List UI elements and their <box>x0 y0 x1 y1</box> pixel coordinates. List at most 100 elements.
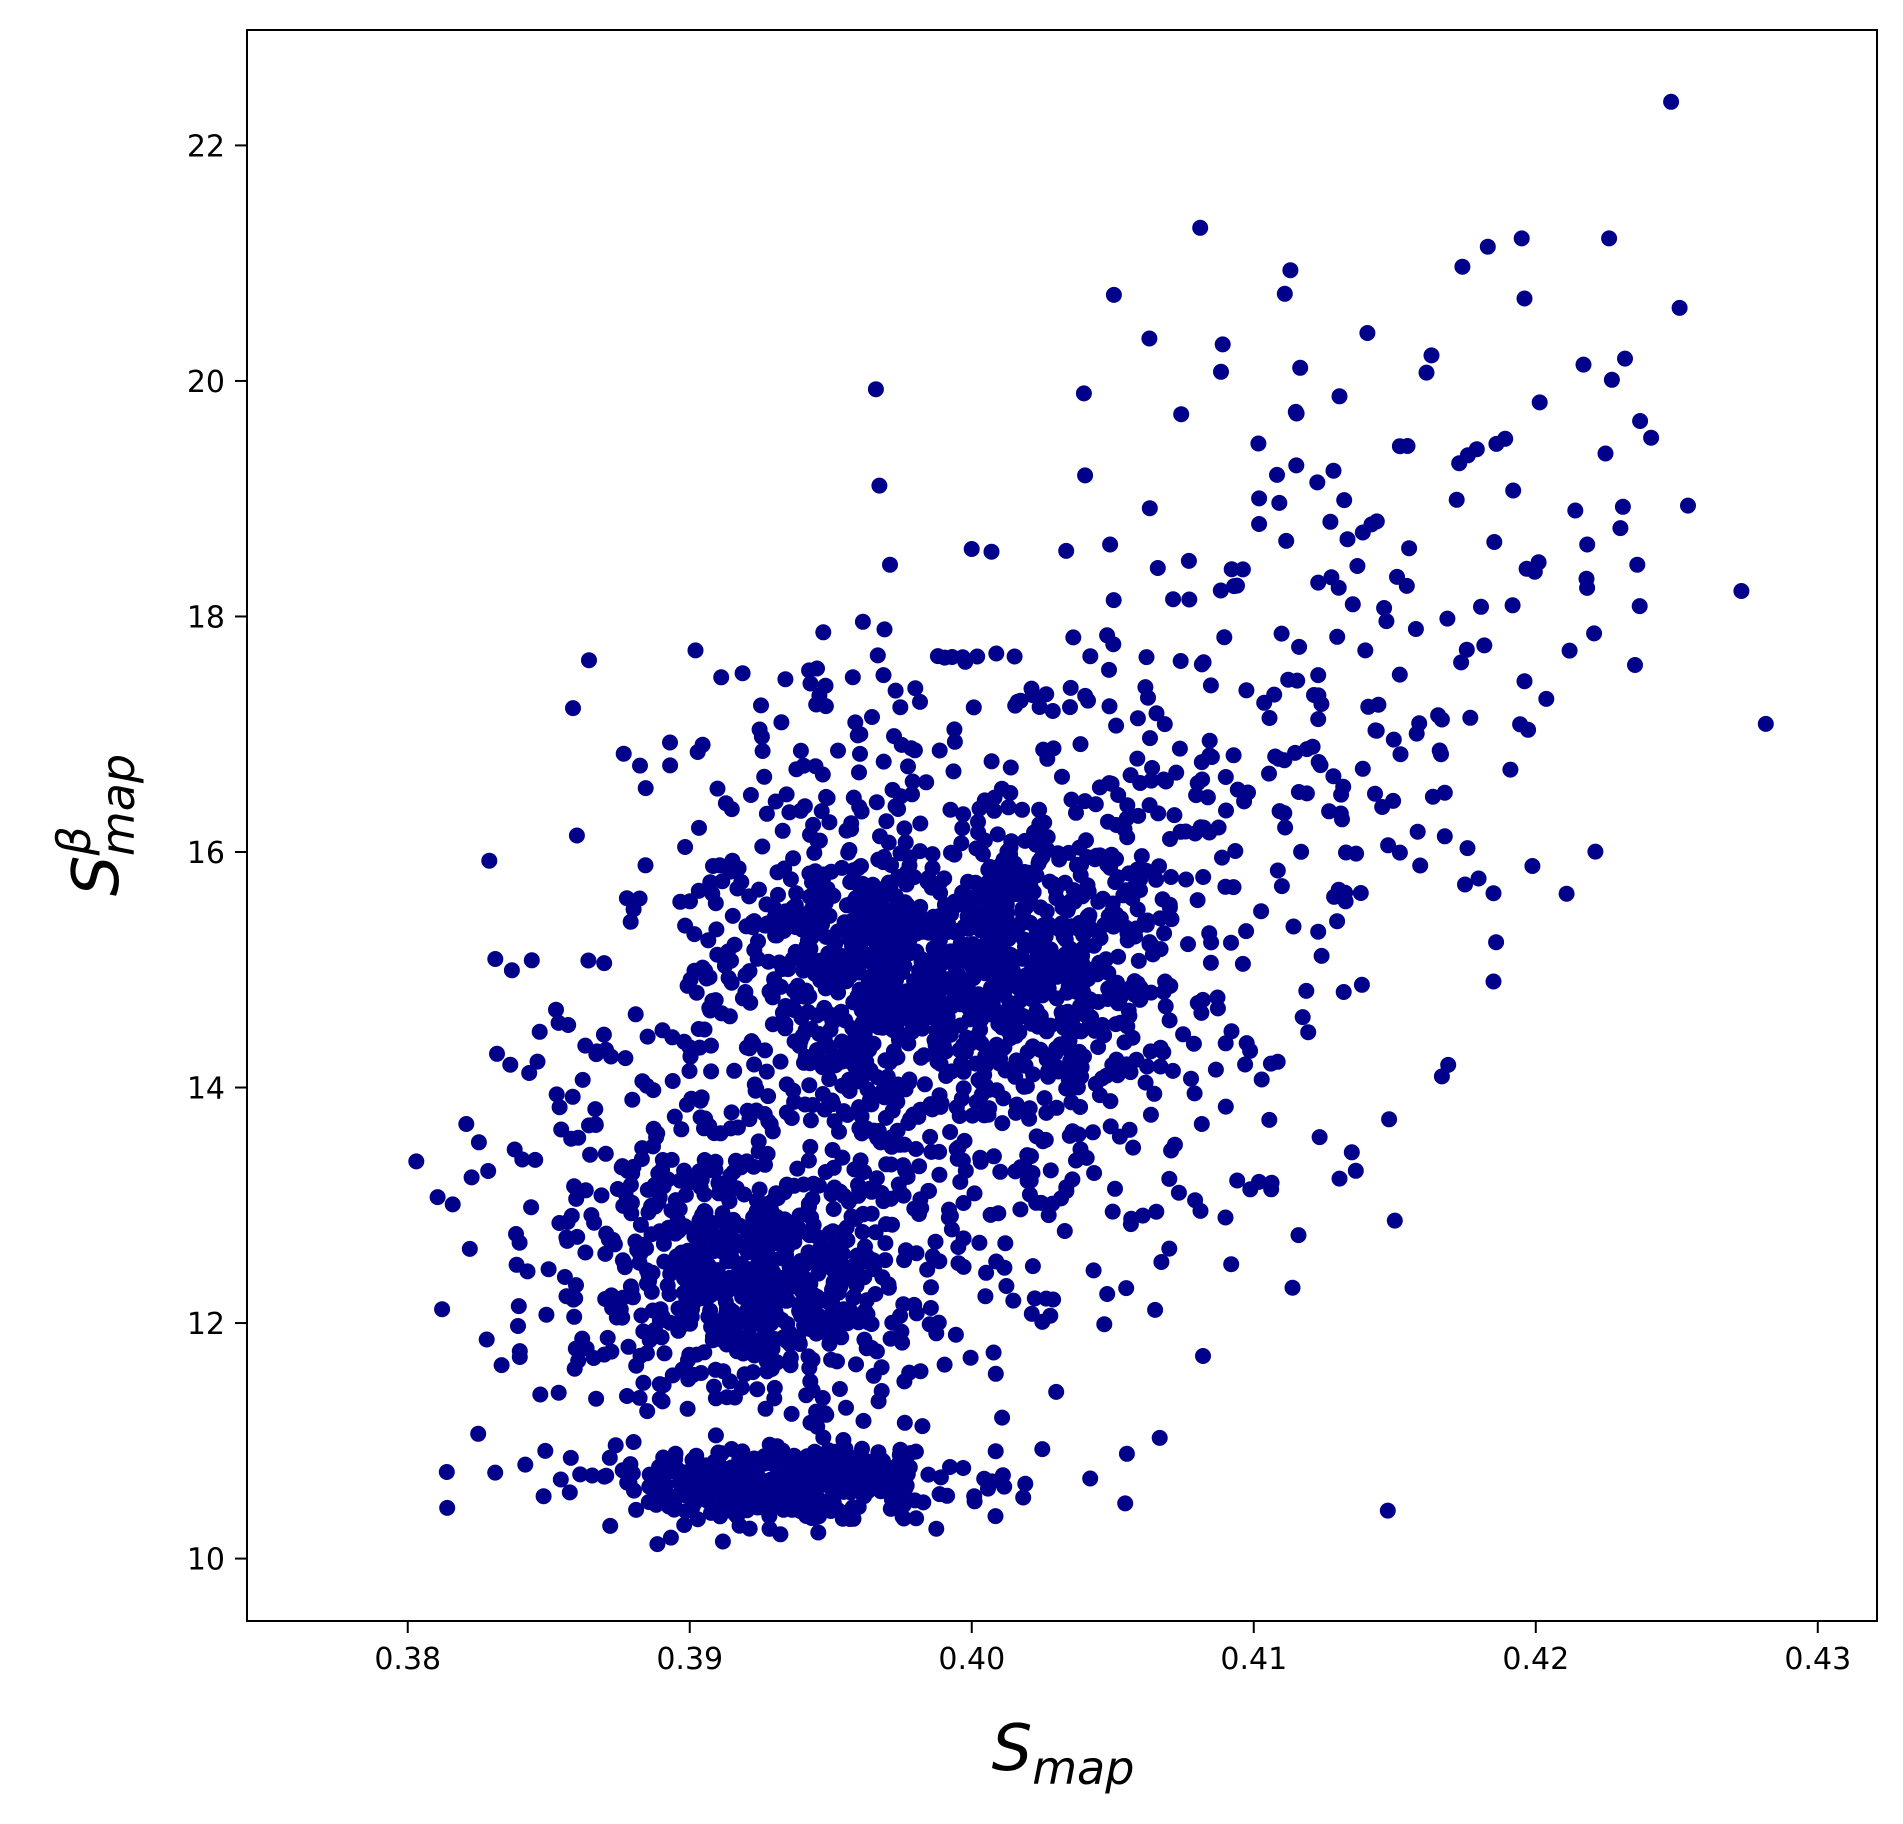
data-point <box>1213 363 1229 380</box>
data-point <box>1386 1212 1403 1229</box>
data-point <box>1015 1489 1032 1506</box>
data-point <box>1119 797 1136 814</box>
data-point <box>883 1156 900 1173</box>
data-point <box>950 1239 967 1255</box>
data-point <box>744 1219 761 1236</box>
data-point <box>1238 1035 1255 1052</box>
data-point <box>814 1086 831 1102</box>
data-point <box>830 742 846 759</box>
data-point <box>850 1187 867 1204</box>
data-point <box>637 780 654 797</box>
data-point <box>597 1145 614 1162</box>
data-point <box>1079 908 1096 925</box>
data-point <box>897 834 914 851</box>
data-point <box>907 680 924 697</box>
data-point <box>690 1021 707 1037</box>
data-point <box>1261 765 1277 782</box>
data-point <box>1217 1035 1234 1052</box>
data-point <box>1454 258 1471 275</box>
data-point <box>760 1088 777 1105</box>
data-point <box>568 1277 584 1294</box>
data-point <box>830 1284 847 1301</box>
data-point <box>810 1258 827 1275</box>
data-point <box>1098 1067 1115 1084</box>
data-point <box>1063 791 1080 808</box>
data-point <box>470 1425 487 1442</box>
data-point <box>898 876 915 893</box>
data-point <box>887 798 904 815</box>
data-point <box>1141 500 1158 517</box>
data-point <box>901 849 918 866</box>
data-point <box>1671 299 1688 316</box>
data-point <box>651 1458 668 1475</box>
data-point <box>478 1331 495 1348</box>
data-point <box>1091 779 1108 796</box>
data-point <box>941 971 958 987</box>
data-point <box>884 781 901 798</box>
data-point <box>814 766 831 783</box>
data-point <box>923 1143 940 1160</box>
data-point <box>921 924 937 941</box>
data-point <box>1048 1099 1065 1116</box>
data-point <box>821 814 838 831</box>
data-point <box>408 1153 425 1170</box>
data-point <box>857 1013 874 1030</box>
data-point <box>1251 516 1268 532</box>
data-point <box>1099 1286 1116 1302</box>
data-point <box>1223 934 1239 951</box>
data-point <box>785 850 802 867</box>
data-point <box>564 1088 581 1105</box>
data-point <box>1000 799 1017 816</box>
x-axis-title: Smap <box>992 1712 1135 1795</box>
data-point <box>741 1520 758 1537</box>
data-point <box>1448 491 1465 508</box>
data-point <box>670 1322 687 1339</box>
data-point <box>721 1193 738 1210</box>
data-point <box>1102 1093 1119 1110</box>
data-point <box>1310 574 1327 591</box>
data-point <box>694 959 711 976</box>
data-point <box>1504 597 1521 614</box>
data-point <box>764 1123 781 1140</box>
data-point <box>931 1486 948 1503</box>
data-point <box>878 813 895 830</box>
data-point <box>1210 819 1227 836</box>
data-point <box>1038 686 1055 703</box>
data-point <box>760 1279 777 1296</box>
data-point <box>996 1259 1013 1276</box>
data-point <box>795 757 812 774</box>
data-point <box>783 1405 800 1422</box>
data-point <box>829 1353 845 1370</box>
data-point <box>831 1123 847 1140</box>
data-point <box>1277 819 1294 836</box>
data-point <box>1261 710 1278 726</box>
data-point <box>1137 1074 1154 1091</box>
data-point <box>595 1026 612 1043</box>
data-point <box>989 826 1006 843</box>
data-point <box>972 1153 989 1170</box>
data-point <box>1034 1441 1051 1458</box>
data-point <box>922 1300 939 1316</box>
data-point <box>521 1065 538 1081</box>
data-point <box>523 1199 540 1216</box>
data-point <box>854 1224 871 1240</box>
data-point <box>946 721 963 738</box>
data-point <box>568 827 585 844</box>
data-point <box>1100 980 1117 997</box>
data-point <box>1172 653 1189 669</box>
data-point <box>487 1464 504 1481</box>
data-point <box>966 1493 983 1510</box>
data-point <box>777 1020 794 1037</box>
data-point <box>1116 1034 1133 1051</box>
data-point <box>561 1484 578 1501</box>
data-point <box>580 952 597 969</box>
data-point <box>985 1148 1002 1165</box>
data-point <box>632 1216 649 1233</box>
data-point <box>1129 710 1146 727</box>
data-point <box>538 1306 555 1323</box>
data-point <box>1193 1116 1210 1132</box>
data-point <box>686 1495 703 1512</box>
data-point <box>718 1300 735 1317</box>
data-point <box>1056 1223 1073 1239</box>
data-point <box>480 1163 497 1179</box>
